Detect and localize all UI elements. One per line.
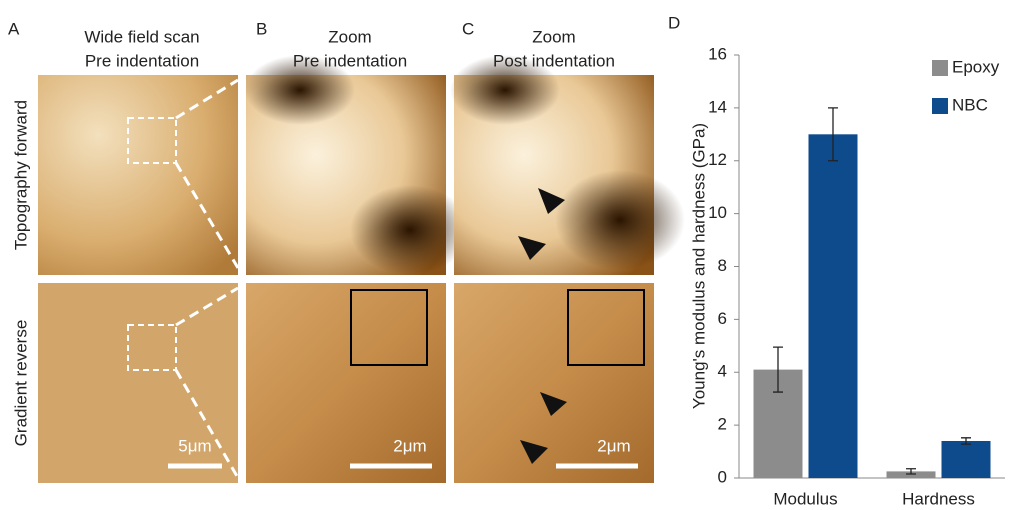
x-tick-label: Modulus: [773, 489, 837, 508]
scale-label: 5μm: [178, 436, 211, 455]
figure: A Wide field scan Pre indentation B Zoom…: [0, 0, 1013, 510]
panel-title: Pre indentation: [293, 51, 407, 70]
panel-a: [38, 75, 238, 483]
image: [555, 170, 685, 270]
scale-label: 2μm: [393, 436, 426, 455]
panel-title: Zoom: [328, 27, 371, 46]
y-tick-label: 6: [718, 309, 727, 328]
y-tick-label: 16: [708, 44, 727, 63]
y-tick-label: 0: [718, 467, 727, 486]
image: [38, 75, 238, 275]
panel-letter: B: [256, 19, 267, 38]
scale-label: 2μm: [597, 436, 630, 455]
y-tick-label: 10: [708, 203, 727, 222]
row-label: Gradient reverse: [11, 320, 30, 447]
bar: [809, 134, 858, 478]
panel-b: [245, 55, 470, 483]
y-tick-label: 14: [708, 97, 727, 116]
panel-title: Post indentation: [493, 51, 615, 70]
y-tick-label: 12: [708, 150, 727, 169]
bar: [942, 441, 991, 478]
y-tick-label: 4: [718, 362, 727, 381]
image: [350, 185, 470, 275]
legend-label: NBC: [952, 95, 988, 114]
panel-letter: A: [8, 19, 20, 38]
y-tick-label: 2: [718, 415, 727, 434]
panel-title: Wide field scan: [84, 27, 199, 46]
legend-swatch: [932, 60, 948, 76]
panel-letter: D: [668, 13, 680, 32]
legend-swatch: [932, 98, 948, 114]
row-label: Topography forward: [11, 100, 30, 250]
legend-label: Epoxy: [952, 57, 1000, 76]
panel-title: Pre indentation: [85, 51, 199, 70]
y-tick-label: 8: [718, 256, 727, 275]
panel-c: [450, 55, 685, 483]
panel-letter: C: [462, 19, 474, 38]
y-axis-label: Young's modulus and hardness (GPa): [689, 123, 708, 409]
x-tick-label: Hardness: [902, 489, 975, 508]
panel-title: Zoom: [532, 27, 575, 46]
